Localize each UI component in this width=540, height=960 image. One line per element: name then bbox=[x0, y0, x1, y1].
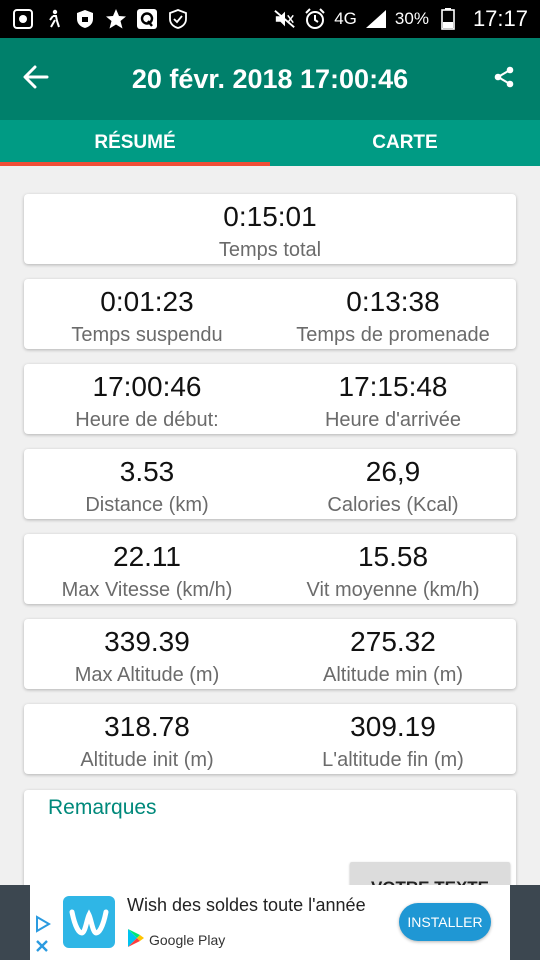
total-time-card: 0:15:01 Temps total bbox=[24, 194, 516, 264]
share-button[interactable] bbox=[468, 38, 540, 120]
stats-card: 339.39 Max Altitude (m) 275.32 Altitude … bbox=[24, 619, 516, 689]
stats-card: 3.53 Distance (km) 26,9 Calories (Kcal) bbox=[24, 449, 516, 519]
alarm-icon bbox=[304, 8, 326, 30]
stat-value: 275.32 bbox=[350, 626, 436, 657]
stat-value: 15.58 bbox=[357, 541, 429, 572]
share-icon bbox=[492, 65, 516, 94]
stat-cell: 17:15:48 Heure d'arrivée bbox=[270, 364, 516, 434]
stat-label: Altitude init (m) bbox=[80, 749, 214, 771]
stat-label: L'altitude fin (m) bbox=[322, 749, 464, 771]
stat-cell: 309.19 L'altitude fin (m) bbox=[270, 704, 516, 774]
stats-card: 0:01:23 Temps suspendu 0:13:38 Temps de … bbox=[24, 279, 516, 349]
status-bar: 4G 30% 17:17 bbox=[0, 0, 540, 38]
stat-label: Distance (km) bbox=[85, 494, 209, 516]
stat-value: 0:01:23 bbox=[100, 286, 194, 317]
ad-content[interactable]: Wish des soldes toute l'année Google Pla… bbox=[30, 885, 510, 960]
stat-cell: 17:00:46 Heure de début: bbox=[24, 364, 270, 434]
stat-value: 0:15:01 bbox=[223, 201, 317, 232]
clock: 17:17 bbox=[472, 6, 528, 31]
signal-icon bbox=[365, 8, 387, 30]
stat-label: Heure d'arrivée bbox=[324, 409, 462, 431]
ad-headline: Wish des soldes toute l'année bbox=[127, 895, 366, 915]
stat-value: 0:13:38 bbox=[346, 286, 440, 317]
ad-banner: Wish des soldes toute l'année Google Pla… bbox=[0, 885, 540, 960]
stat-cell: 15.58 Vit moyenne (km/h) bbox=[270, 534, 516, 604]
stat-label: Max Altitude (m) bbox=[74, 664, 220, 686]
stat-value: 26,9 bbox=[365, 456, 421, 487]
stat-cell: 26,9 Calories (Kcal) bbox=[270, 449, 516, 519]
stat-label: Temps total bbox=[218, 239, 322, 261]
google-play-badge: Google Play bbox=[127, 928, 225, 951]
stat-value: 3.53 bbox=[119, 456, 175, 487]
back-button[interactable] bbox=[0, 38, 72, 120]
stat-label: Max Vitesse (km/h) bbox=[61, 579, 233, 601]
stat-cell: 0:15:01 Temps total bbox=[24, 194, 516, 264]
stat-value: 22.11 bbox=[113, 541, 181, 572]
star-icon bbox=[105, 8, 127, 30]
mute-icon bbox=[274, 8, 296, 30]
battery-icon bbox=[437, 8, 459, 30]
gallery-icon bbox=[12, 8, 34, 30]
google-play-icon bbox=[127, 928, 145, 951]
stats-card: 318.78 Altitude init (m) 309.19 L'altitu… bbox=[24, 704, 516, 774]
stat-value: 17:15:48 bbox=[338, 371, 448, 402]
walk-icon bbox=[43, 8, 65, 30]
stats-card: 17:00:46 Heure de début: 17:15:48 Heure … bbox=[24, 364, 516, 434]
battery-percent: 30% bbox=[394, 9, 429, 28]
stat-value: 17:00:46 bbox=[92, 371, 202, 402]
notes-title: Remarques bbox=[48, 796, 157, 819]
stat-label: Vit moyenne (km/h) bbox=[306, 579, 480, 601]
tab-bar: RÉSUMÉ CARTE bbox=[0, 120, 540, 166]
quora-icon bbox=[136, 8, 158, 30]
stat-cell: 339.39 Max Altitude (m) bbox=[24, 619, 270, 689]
stat-value: 339.39 bbox=[104, 626, 190, 657]
adchoices-icon[interactable] bbox=[32, 915, 56, 955]
page-title: 20 févr. 2018 17:00:46 bbox=[131, 63, 409, 94]
stats-card: 22.11 Max Vitesse (km/h) 15.58 Vit moyen… bbox=[24, 534, 516, 604]
stat-label: Temps suspendu bbox=[71, 324, 223, 346]
stat-label: Calories (Kcal) bbox=[327, 494, 459, 516]
stat-cell: 0:01:23 Temps suspendu bbox=[24, 279, 270, 349]
stat-cell: 22.11 Max Vitesse (km/h) bbox=[24, 534, 270, 604]
edit-notes-button[interactable]: VOTRE TEXTE bbox=[350, 862, 510, 885]
stat-cell: 318.78 Altitude init (m) bbox=[24, 704, 270, 774]
stat-label: Altitude min (m) bbox=[322, 664, 464, 686]
shield-icon bbox=[74, 8, 96, 30]
network-type: 4G bbox=[334, 9, 357, 28]
stat-cell: 3.53 Distance (km) bbox=[24, 449, 270, 519]
notes-card: Remarques VOTRE TEXTE bbox=[24, 790, 516, 885]
vpn-icon bbox=[167, 8, 189, 30]
app-bar: 20 févr. 2018 17:00:46 bbox=[0, 38, 540, 120]
stat-label: Heure de début: bbox=[75, 409, 219, 431]
arrow-back-icon bbox=[23, 64, 49, 95]
wish-logo bbox=[63, 896, 115, 948]
stat-cell: 275.32 Altitude min (m) bbox=[270, 619, 516, 689]
google-play-label: Google Play bbox=[149, 931, 226, 948]
tab-carte[interactable]: CARTE bbox=[372, 132, 438, 153]
stat-value: 309.19 bbox=[350, 711, 436, 742]
stat-label: Temps de promenade bbox=[296, 324, 490, 346]
install-button[interactable]: INSTALLER bbox=[399, 903, 491, 941]
stat-value: 318.78 bbox=[104, 711, 190, 742]
stat-cell: 0:13:38 Temps de promenade bbox=[270, 279, 516, 349]
summary-content[interactable]: 0:15:01 Temps total 0:01:23 Temps suspen… bbox=[0, 166, 540, 885]
tab-resume[interactable]: RÉSUMÉ bbox=[0, 120, 270, 166]
